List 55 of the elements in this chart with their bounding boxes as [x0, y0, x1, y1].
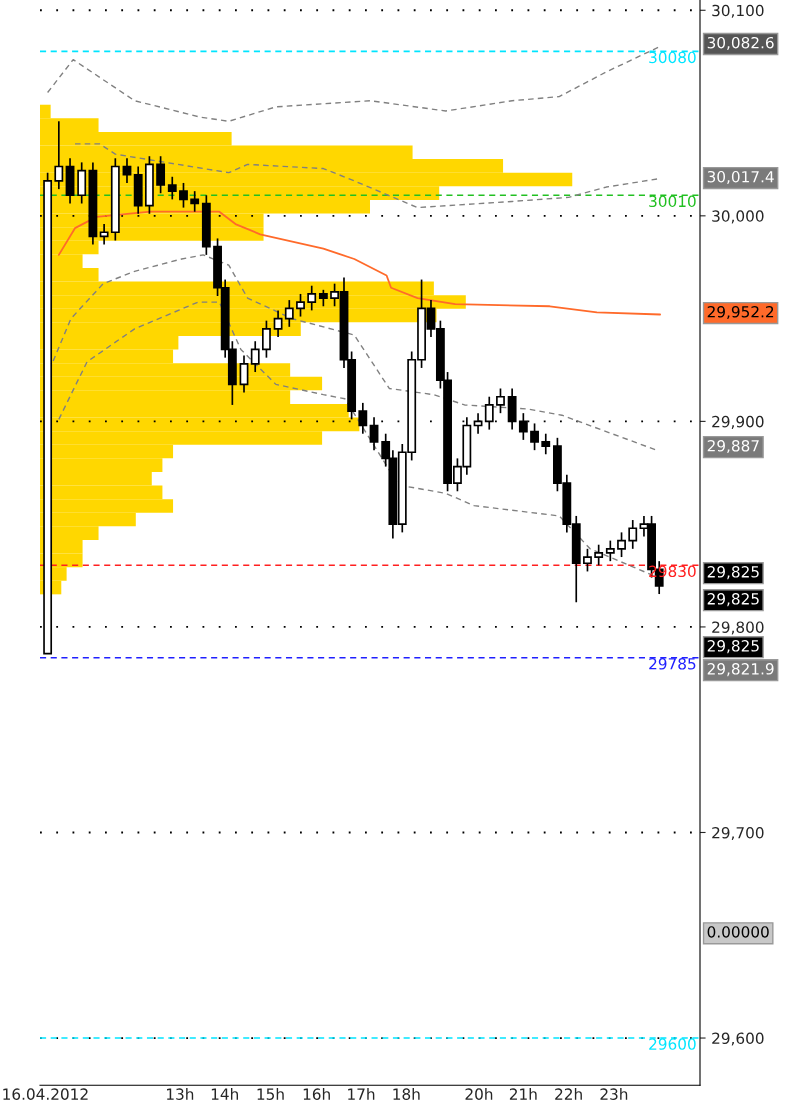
- line-series: [57, 210, 662, 316]
- text: 29,825: [707, 640, 759, 654]
- candlestick: [250, 340, 260, 373]
- text: 29,887: [707, 440, 759, 454]
- text: 29,825: [707, 566, 759, 580]
- candlestick: [605, 539, 615, 562]
- candlestick: [156, 155, 166, 195]
- candlestick: [496, 387, 505, 414]
- text: 30,082.6: [707, 36, 774, 50]
- ref-line-label: 30010: [649, 195, 696, 208]
- x-tick-label: 14h: [211, 1088, 238, 1100]
- candlestick: [273, 309, 283, 338]
- y-tick-label: 29,900: [712, 415, 764, 429]
- candlestick: [122, 157, 132, 184]
- y-tick-label: 29,800: [712, 621, 764, 635]
- x-tick-label: 22h: [555, 1088, 582, 1100]
- x-tick-label: 18h: [393, 1088, 420, 1100]
- candlestick: [239, 354, 249, 394]
- y-tick-label: 29,600: [712, 1032, 764, 1046]
- text: 30,017.4: [707, 170, 774, 185]
- x-tick-label: 15h: [257, 1088, 284, 1100]
- x-tick-label: 23h: [600, 1088, 628, 1100]
- x-tick-label: 16.04.2012: [3, 1088, 88, 1100]
- candlestick: [594, 543, 604, 567]
- text: 29,952.2: [707, 305, 774, 320]
- candlestick: [307, 284, 317, 312]
- ref-line-label: 30080: [649, 51, 696, 64]
- y-tick-label: 30,000: [712, 210, 764, 224]
- candlestick: [358, 402, 368, 435]
- candlestick: [179, 182, 188, 209]
- candlestick: [167, 175, 177, 201]
- x-tick-label: 20h: [465, 1088, 493, 1100]
- candlestick: [628, 519, 638, 550]
- y-tick-label: 29,700: [712, 826, 764, 841]
- candlestick: [296, 293, 305, 318]
- candlestick: [617, 531, 626, 558]
- ref-line-label: 29785: [649, 658, 696, 670]
- candlestick: [530, 422, 539, 451]
- text: 29,821.9: [707, 663, 774, 677]
- y-tick-label: 30,100: [712, 4, 764, 18]
- candlestick: [541, 432, 551, 456]
- x-tick-label: 21h: [509, 1088, 537, 1100]
- candlestick: [369, 416, 379, 451]
- text: 0.00000: [707, 926, 769, 938]
- x-tick-label: 16h: [303, 1088, 330, 1100]
- candlestick: [54, 120, 64, 190]
- candlestick: [583, 547, 592, 573]
- x-tick-label: 13h: [167, 1088, 194, 1100]
- candlestick: [262, 319, 271, 359]
- ref-line-label: 29600: [649, 1038, 696, 1050]
- x-tick-label: 17h: [348, 1088, 375, 1100]
- candlestick: [190, 190, 200, 213]
- candlestick: [99, 223, 109, 246]
- text: 29,825: [707, 593, 759, 607]
- candlestick: [284, 299, 294, 328]
